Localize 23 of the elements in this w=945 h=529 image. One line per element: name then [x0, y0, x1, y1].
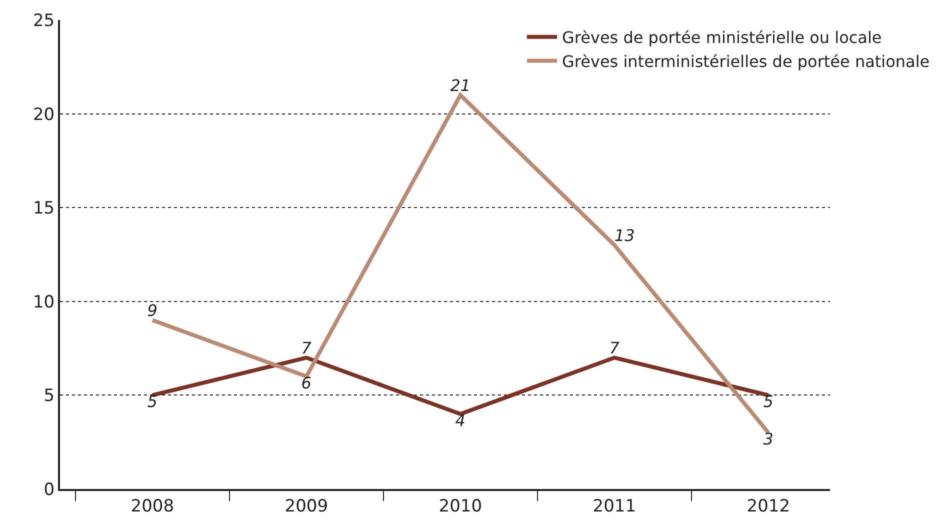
x-tick-label: 2008 — [130, 496, 174, 516]
y-tick-label: 10 — [32, 292, 55, 312]
data-label: 7 — [301, 338, 312, 358]
data-label: 5 — [763, 392, 774, 412]
data-label: 5 — [147, 392, 158, 412]
data-label: 9 — [147, 301, 158, 320]
x-tick-label: 2011 — [592, 496, 636, 516]
y-tick-label: 5 — [44, 386, 55, 406]
legend-label: Grèves de portée ministérielle ou locale — [562, 28, 882, 48]
y-tick-label: 25 — [32, 10, 55, 31]
data-label: 4 — [455, 410, 466, 430]
x-tick-label: 2009 — [284, 496, 328, 516]
data-label: 21 — [450, 76, 471, 96]
data-label: 13 — [614, 226, 635, 246]
data-label: 6 — [301, 373, 312, 392]
data-label: 7 — [609, 338, 620, 358]
x-tick-label: 2012 — [746, 496, 790, 516]
data-label: 3 — [763, 430, 774, 449]
y-tick-label: 20 — [32, 104, 55, 125]
legend-label: Grèves interministérielles de portée nationale — [562, 52, 930, 71]
y-tick-label: 0 — [44, 480, 55, 500]
y-tick-label: 15 — [32, 198, 55, 219]
x-tick-label: 2010 — [438, 496, 482, 516]
